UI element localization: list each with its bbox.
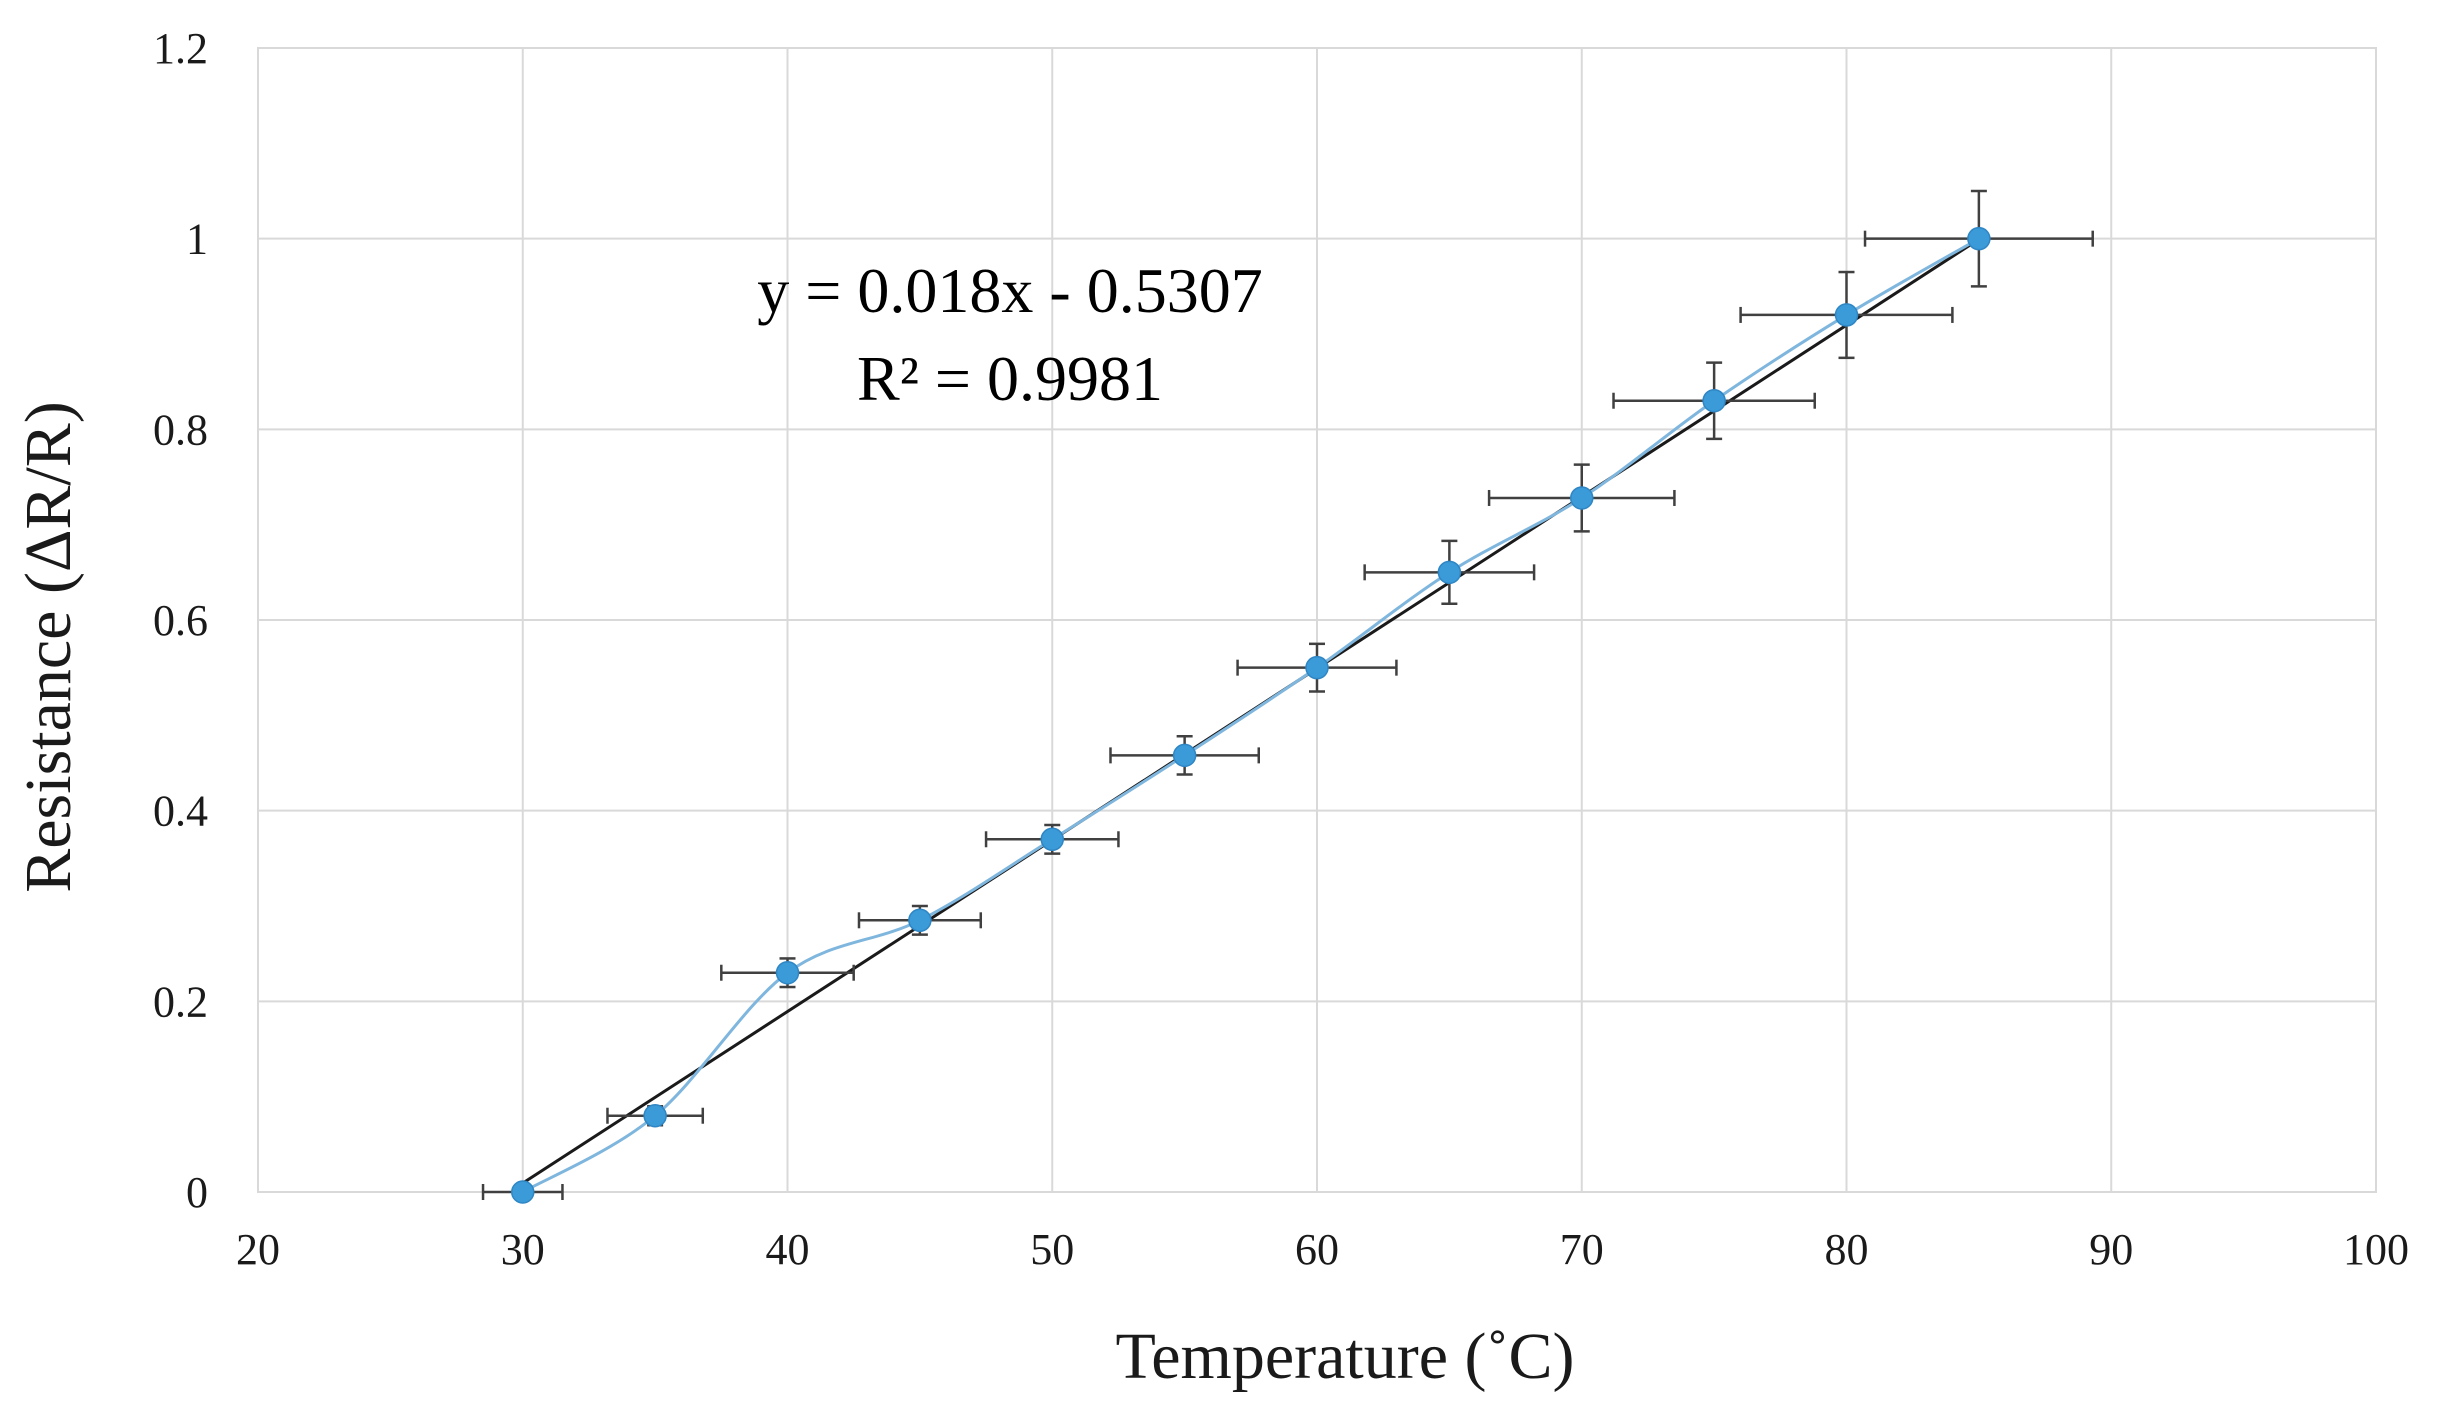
data-point: [1702, 388, 1726, 413]
data-point: [775, 960, 800, 985]
x-tick-label: 60: [1295, 1225, 1339, 1274]
x-tick-label: 50: [1030, 1225, 1074, 1274]
data-point: [1305, 655, 1329, 680]
y-tick-label: 0.4: [153, 787, 208, 836]
y-tick-label: 0.8: [153, 405, 208, 454]
data-points: [511, 226, 1991, 1204]
data-point: [1967, 226, 1991, 251]
x-tick-label: 40: [766, 1225, 810, 1274]
y-tick-label: 1.2: [153, 24, 208, 73]
x-tick-label: 20: [236, 1225, 280, 1274]
trendline-equation: y = 0.018x - 0.5307: [757, 255, 1262, 326]
series-layer: [522, 237, 1980, 1194]
x-tick-label: 30: [501, 1225, 545, 1274]
trendline-r-squared: R² = 0.9981: [857, 343, 1163, 414]
y-tick-label: 0.6: [153, 596, 208, 645]
data-point: [1570, 486, 1594, 510]
plot-area-border: [257, 47, 2377, 1193]
x-axis-title: Temperature (˚C): [1116, 1320, 1575, 1393]
x-tick-label: 70: [1560, 1225, 1604, 1274]
x-tick-label: 80: [1825, 1225, 1869, 1274]
data-point: [1172, 743, 1197, 768]
y-tick-label: 0: [186, 1168, 208, 1217]
series-line: [522, 237, 1980, 1194]
data-point: [1040, 827, 1064, 852]
y-axis-ticks: 0 0.2 0.4 0.6 0.8 1 1.2: [153, 24, 208, 1217]
data-point: [908, 908, 932, 933]
data-point: [1437, 560, 1462, 585]
data-point: [511, 1180, 535, 1204]
x-axis-ticks: 20 30 40 50 60 70 80 90 100: [236, 1225, 2409, 1274]
y-tick-label: 1: [186, 215, 208, 264]
x-tick-label: 100: [2343, 1225, 2409, 1274]
data-point: [643, 1103, 667, 1128]
x-tick-label: 90: [2089, 1225, 2133, 1274]
y-axis-title: Resistance (ΔR/R): [12, 401, 85, 893]
data-point: [1834, 303, 1859, 327]
y-tick-label: 0.2: [153, 977, 208, 1026]
